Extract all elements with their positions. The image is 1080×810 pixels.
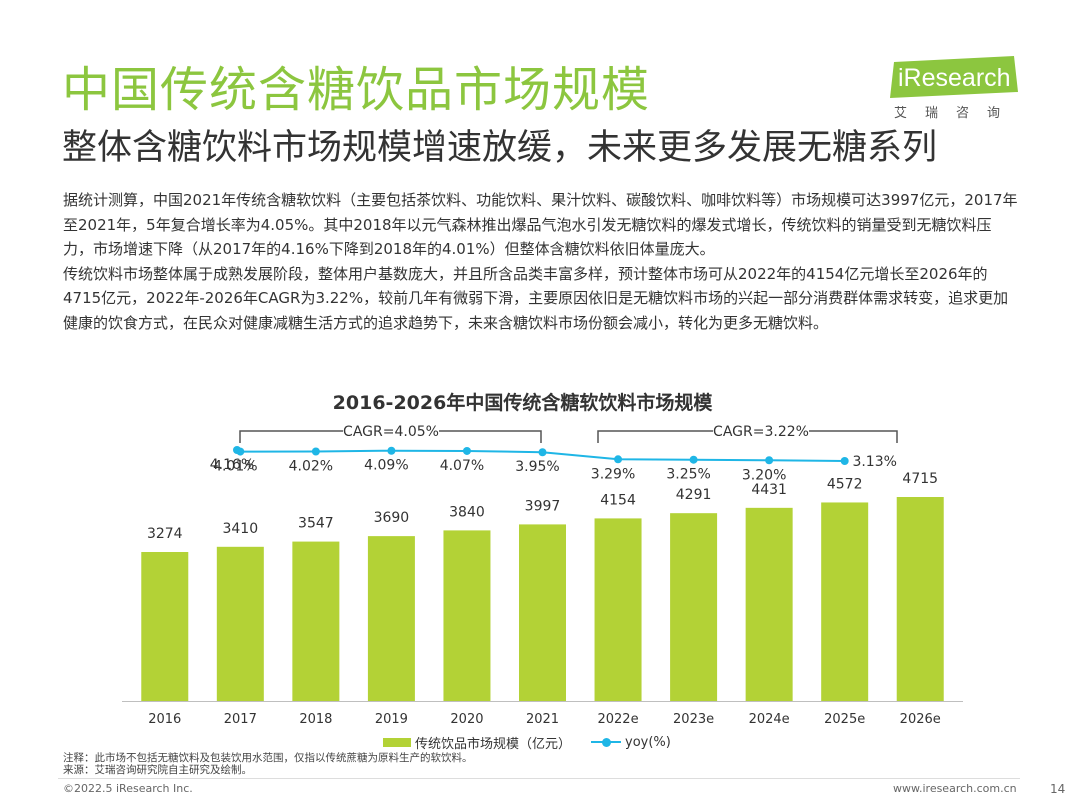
- bar-label-2026e: 4715: [902, 471, 938, 487]
- legend-line-swatch: [591, 737, 622, 747]
- chart-title: 2016-2026年中国传统含糖软饮料市场规模: [332, 392, 713, 414]
- yoy-point-2021: [462, 446, 471, 455]
- yoy-point-2020: [387, 446, 396, 455]
- bar-2018: [292, 541, 340, 701]
- chart-legend: 传统饮品市场规模（亿元） yoy(%): [383, 733, 671, 752]
- bar-2019: [367, 536, 415, 701]
- yoy-point-2024e: [689, 455, 698, 464]
- source-text: 来源：艾瑞咨询研究院自主研究及绘制。: [63, 764, 252, 776]
- body-text: 据统计测算，中国2021年传统含糖软饮料（主要包括茶饮料、功能饮料、果汁饮料、碳…: [63, 188, 1018, 335]
- yoy-label-2026e: 3.13%: [852, 454, 896, 470]
- bar-2016: [141, 552, 189, 701]
- yoy-point-2022e: [538, 448, 547, 457]
- page-subtitle: 整体含糖饮料市场规模增速放缓，未来更多发展无糖系列: [62, 128, 938, 168]
- yoy-point-2018: [236, 447, 245, 456]
- bar-label-2023e: 4291: [676, 487, 712, 503]
- yoy-label-2020: 4.09%: [364, 458, 408, 474]
- yoy-line: [236, 449, 845, 462]
- legend-line-label: yoy(%): [625, 734, 671, 750]
- legend-bar-label: 传统饮品市场规模（亿元）: [415, 736, 572, 752]
- cagr-label-1: CAGR=4.05%: [343, 424, 439, 440]
- market-size-chart: 3274 2016 3410 2017 3547 2018 3690 2019 3840 2020…: [122, 421, 963, 727]
- footer-divider: [58, 778, 1020, 779]
- bar-2024e: [745, 507, 793, 701]
- yoy-label-2021: 4.07%: [440, 458, 484, 474]
- x-tick-2018: 2018: [299, 712, 332, 727]
- bar-label-2016: 3274: [147, 526, 183, 542]
- yoy-label-2023e: 3.29%: [591, 466, 635, 482]
- x-tick-2017: 2017: [224, 712, 257, 727]
- legend-bar-swatch: [383, 737, 411, 747]
- bar-2026e: [896, 497, 944, 701]
- iresearch-logo: iResearch 艾瑞咨询: [888, 56, 1028, 126]
- x-tick-2026e: 2026e: [900, 712, 941, 727]
- cagr-label-bg-1: [343, 421, 439, 441]
- x-tick-2020: 2020: [450, 712, 483, 727]
- website-link[interactable]: www.iresearch.com.cn: [893, 782, 1017, 795]
- x-tick-2016: 2016: [148, 712, 181, 727]
- yoy-label-2018: 4.01%: [213, 459, 257, 475]
- copyright: ©2022.5 iResearch Inc.: [63, 782, 193, 795]
- body-paragraph-2: 传统饮料市场整体属于成熟发展阶段，整体用户基数庞大，并且所含品类丰富多样，预计整…: [63, 264, 1009, 332]
- chart-notes: 注释：此市场不包括无糖饮料及包装饮用水范围，仅指以传统蔗糖为原料生产的软饮料。 …: [63, 752, 473, 776]
- bar-2023e: [670, 513, 718, 701]
- bar-label-2025e: 4572: [827, 476, 863, 492]
- bar-label-2019: 3690: [374, 510, 410, 526]
- bar-label-2020: 3840: [449, 504, 485, 520]
- yoy-label-2024e: 3.25%: [666, 467, 710, 483]
- logo-badge-shape: [890, 56, 1018, 98]
- yoy-label-2022e: 3.95%: [515, 459, 559, 475]
- page-number: 14: [1050, 782, 1066, 796]
- cagr-label-2: CAGR=3.22%: [713, 424, 809, 440]
- bar-2020: [443, 530, 491, 701]
- yoy-point-2019: [311, 447, 320, 456]
- yoy-label-2017: 4.16%: [210, 457, 254, 473]
- bar-label-2021: 3997: [525, 498, 561, 514]
- page-title: 中国传统含糖饮品市场规模: [62, 62, 651, 118]
- yoy-label-2025e: 3.20%: [742, 467, 786, 483]
- note-text: 注释：此市场不包括无糖饮料及包装饮用水范围，仅指以传统蔗糖为原料生产的软饮料。: [63, 752, 473, 764]
- yoy-point-2025e: [765, 456, 774, 465]
- yoy-label-2019: 4.02%: [289, 458, 333, 474]
- bar-2017: [216, 546, 264, 701]
- yoy-point-2023e: [614, 455, 623, 464]
- x-tick-2023e: 2023e: [673, 712, 714, 727]
- x-tick-2024e: 2024e: [749, 712, 790, 727]
- x-tick-2022e: 2022e: [597, 712, 638, 727]
- bar-2025e: [821, 502, 869, 701]
- bar-2022e: [594, 518, 642, 701]
- bar-label-2022e: 4154: [600, 492, 636, 508]
- x-tick-2019: 2019: [375, 712, 408, 727]
- bar-label-2018: 3547: [298, 516, 334, 532]
- body-paragraph-1: 据统计测算，中国2021年传统含糖软饮料（主要包括茶饮料、功能饮料、果汁饮料、碳…: [63, 191, 1018, 258]
- bar-2021: [519, 524, 566, 701]
- cagr-label-bg-2: [713, 421, 809, 441]
- bar-label-2017: 3410: [222, 521, 258, 537]
- yoy-point-2026e: [840, 457, 849, 465]
- x-tick-2021: 2021: [526, 712, 559, 727]
- logo-brand-text: iResearch: [898, 64, 1011, 92]
- x-tick-2025e: 2025e: [824, 712, 865, 727]
- bar-label-2024e: 4431: [751, 482, 787, 498]
- logo-chinese-text: 艾瑞咨询: [894, 106, 1019, 121]
